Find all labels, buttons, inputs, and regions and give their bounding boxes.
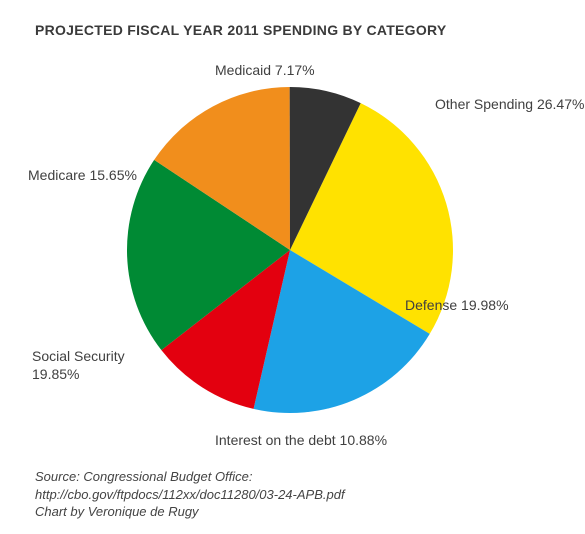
slice-label-other-spending: Other Spending 26.47% (435, 96, 584, 114)
source-line-1: Source: Congressional Budget Office: (35, 468, 345, 486)
slice-label-medicare: Medicare 15.65% (28, 167, 137, 185)
pie-chart (0, 0, 585, 534)
slice-label-medicaid: Medicaid 7.17% (215, 62, 315, 80)
source-line-2: http://cbo.gov/ftpdocs/112xx/doc11280/03… (35, 486, 345, 504)
chart-source: Source: Congressional Budget Office: htt… (35, 468, 345, 521)
slice-label-interest: Interest on the debt 10.88% (215, 432, 387, 450)
slice-label-social-security: Social Security 19.85% (32, 348, 125, 383)
slice-label-defense: Defense 19.98% (405, 297, 509, 315)
source-line-3: Chart by Veronique de Rugy (35, 503, 345, 521)
